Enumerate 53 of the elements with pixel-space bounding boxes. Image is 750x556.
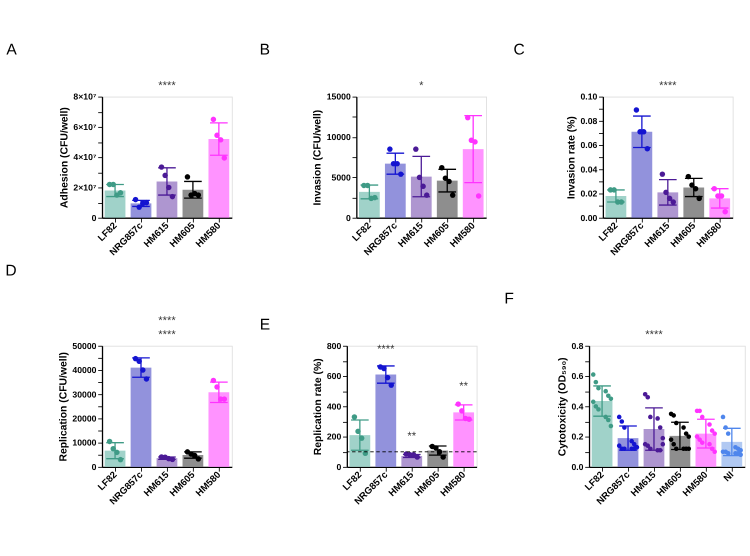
chart-title: E (260, 316, 270, 334)
y-tick-label: 0 (92, 462, 97, 472)
y-axis-title: Cytotoxicity (OD₅₉₀) (557, 357, 568, 456)
chart-title: B (260, 41, 270, 58)
x-tick-label: NI (722, 470, 736, 484)
y-axis-title: Invasion rate (%) (566, 116, 578, 200)
annotation: **** (377, 343, 396, 356)
chart-title: D (5, 262, 17, 280)
y-tick-label: 20000 (72, 413, 97, 424)
y-tick-label: 0 (92, 212, 97, 223)
y-tick-label: 0.00 (580, 212, 598, 223)
y-tick-label: 600 (326, 371, 342, 382)
annotation: ** (407, 430, 417, 442)
y-tick-label: 400 (326, 401, 342, 412)
y-tick-label: 5000 (332, 172, 351, 182)
y-tick-label: 2×10⁷ (73, 182, 97, 193)
y-tick-label: 4×10⁷ (73, 152, 97, 162)
y-axis-title: Adhesion (CFU/well) (59, 107, 70, 208)
y-tick-label: 0.02 (580, 188, 598, 199)
y-tick-label: 0.10 (580, 92, 598, 102)
chart-title: C (513, 41, 525, 58)
y-tick-label: 30000 (72, 389, 97, 400)
y-tick-label: 50000 (72, 340, 97, 351)
text: * (419, 80, 424, 92)
y-tick-label: 0.08 (580, 116, 598, 126)
y-axis-title: Replication rate (%) (312, 358, 324, 456)
y-tick-label: 0.06 (580, 140, 598, 150)
y-tick-label: 0 (336, 462, 342, 472)
y-tick-label: 0.2 (571, 432, 584, 442)
y-tick-label: 0.4 (571, 401, 584, 412)
text: **** (158, 315, 176, 328)
y-tick-label: 6×10⁷ (73, 122, 97, 132)
chart-title: A (6, 41, 18, 58)
y-tick-label: 0.04 (580, 164, 598, 174)
y-tick-label: 200 (326, 432, 342, 442)
text: **** (158, 329, 176, 342)
text: **** (659, 80, 678, 92)
y-tick-label: 800 (326, 340, 342, 351)
text: **** (158, 80, 176, 92)
y-tick-label: 10000 (326, 132, 351, 142)
y-axis-title: Invasion (CFU/well) (312, 110, 324, 206)
chart-title: F (504, 290, 514, 308)
y-tick-label: 40000 (72, 365, 97, 376)
y-tick-label: 0.8 (571, 340, 584, 351)
y-tick-label: 15000 (326, 92, 351, 102)
y-tick-label: 8×10⁷ (73, 92, 97, 102)
annotation: ** (459, 380, 469, 392)
y-tick-label: 0 (346, 212, 351, 223)
y-axis-title: Replication (CFU/well) (58, 352, 70, 462)
y-tick-label: 0.0 (571, 462, 584, 472)
text: **** (645, 329, 664, 342)
y-tick-label: 10000 (72, 438, 97, 448)
y-tick-label: 0.6 (571, 371, 584, 382)
